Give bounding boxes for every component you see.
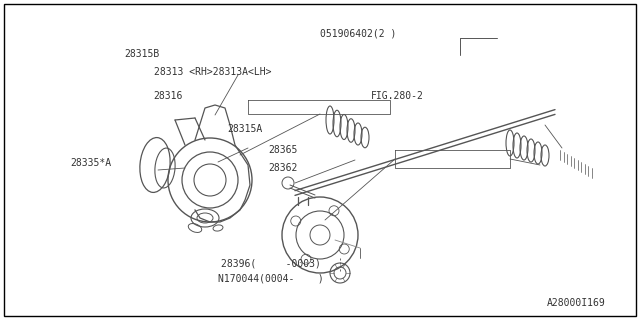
- Text: 28316: 28316: [154, 91, 183, 101]
- Text: 28396(     -0003): 28396( -0003): [221, 259, 321, 269]
- Text: 051906402(2 ): 051906402(2 ): [320, 28, 396, 39]
- Text: 28315A: 28315A: [227, 124, 262, 134]
- Text: N170044(0004-    ): N170044(0004- ): [218, 273, 323, 284]
- Text: 28335*A: 28335*A: [70, 158, 111, 168]
- Text: 28365: 28365: [269, 145, 298, 156]
- Text: 28362: 28362: [269, 163, 298, 173]
- Text: 28315B: 28315B: [125, 49, 160, 60]
- Text: FIG.280-2: FIG.280-2: [371, 91, 424, 101]
- Text: A28000I169: A28000I169: [547, 298, 606, 308]
- Text: 28313 <RH>28313A<LH>: 28313 <RH>28313A<LH>: [154, 67, 271, 77]
